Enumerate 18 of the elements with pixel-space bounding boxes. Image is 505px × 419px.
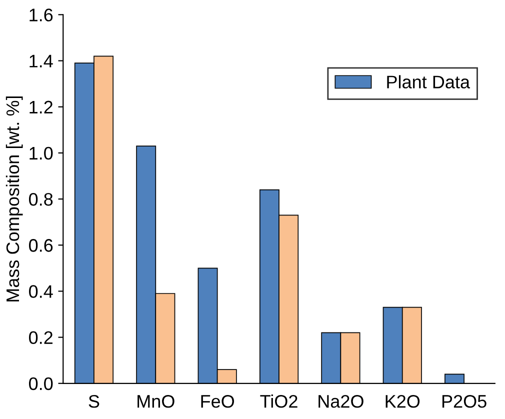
legend-label: Plant Data [387,75,470,88]
x-tick-label: S [88,394,100,408]
y-tick-label: 0.6 [29,239,53,252]
y-tick-label: 1.4 [30,54,53,68]
x-tick-label: FeO [201,394,234,408]
y-tick-label: 0.8 [29,192,53,206]
y-tick-label: 0.0 [29,377,53,390]
x-tick-label: Na2O [318,394,364,408]
y-tick-label: 1.0 [30,146,53,160]
y-tick-label: 1.6 [30,8,53,22]
y-tick-label: 0.4 [29,285,53,298]
x-tick-label: K2O [386,394,420,408]
x-tick-label: P2O5 [442,394,486,408]
x-tick-label: TiO2 [260,394,298,408]
y-tick-label: 1.2 [30,100,52,114]
y-tick-label: 0.2 [29,331,52,344]
y-axis-title: Mass Composition [wt. %] [6,96,23,302]
x-tick-label: MnO [138,394,174,408]
